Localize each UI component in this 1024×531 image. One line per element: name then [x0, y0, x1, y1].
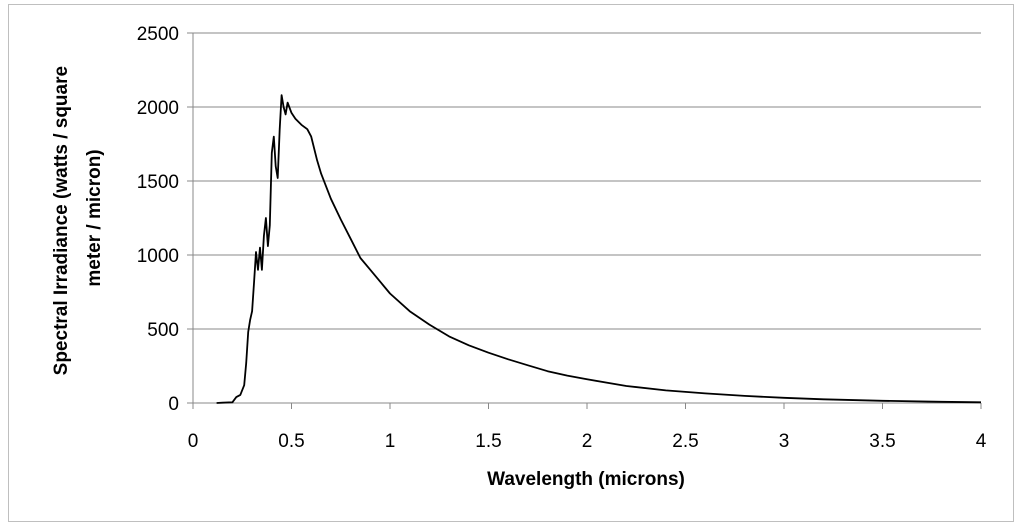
- x-tick-label: 3.5: [869, 431, 895, 452]
- y-tick-label: 0: [168, 394, 179, 415]
- chart-frame: [8, 4, 1014, 522]
- y-axis-title-line-2: meter / micron): [84, 149, 105, 286]
- x-tick-label: 4: [976, 431, 987, 452]
- y-tick-labels: 0 500 1000 1500 2000 2500: [137, 24, 179, 415]
- x-tick-label: 3: [779, 431, 790, 452]
- y-tick-label: 1500: [137, 172, 179, 193]
- series-line: [216, 94, 982, 404]
- x-tick-label: 1: [385, 431, 396, 452]
- x-tick-label: 0: [188, 431, 199, 452]
- x-tick-label: 2: [582, 431, 593, 452]
- y-axis-title: Spectral Irradiance (watts / square mete…: [51, 61, 105, 376]
- x-tick-label: 2.5: [672, 431, 698, 452]
- x-tick-label: 1.5: [475, 431, 501, 452]
- x-axis: 0 0.5 1 1.5 2 2.5 3 3.5 4: [188, 402, 987, 452]
- y-tick-label: 500: [147, 320, 179, 341]
- x-axis-title: Wavelength (microns): [487, 469, 685, 490]
- y-axis-title-line-1: Spectral Irradiance (watts / square: [51, 66, 72, 375]
- gridlines: [187, 32, 981, 404]
- y-tick-label: 1000: [137, 246, 179, 267]
- y-tick-label: 2000: [137, 98, 179, 119]
- y-tick-label: 2500: [137, 24, 179, 45]
- series-group: [216, 94, 982, 404]
- x-tick-label: 0.5: [278, 431, 304, 452]
